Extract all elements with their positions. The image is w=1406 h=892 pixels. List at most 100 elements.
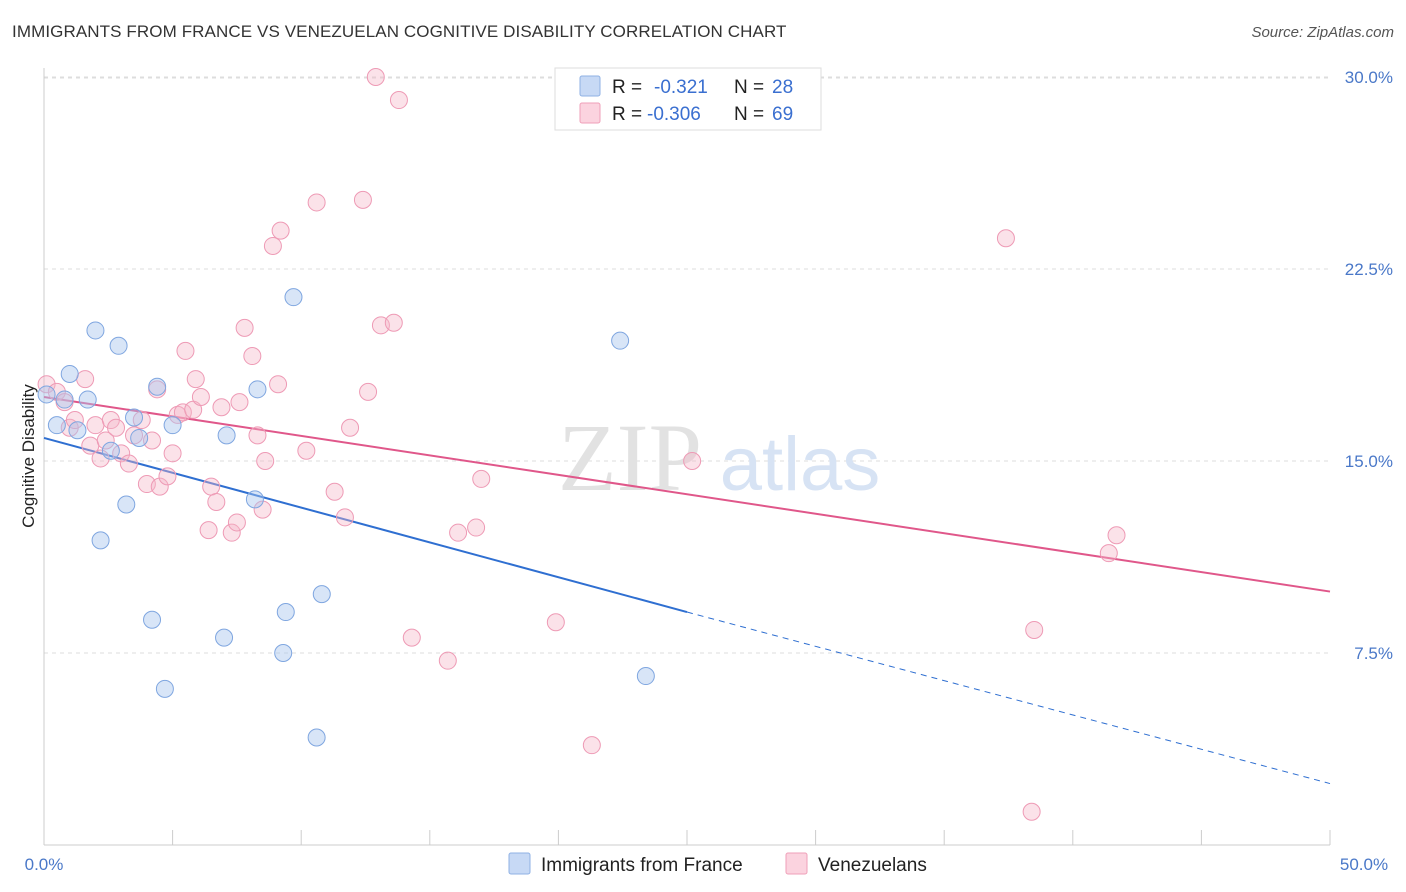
point-france-21 [274, 644, 293, 662]
point-venezuelans-64 [1025, 620, 1044, 639]
point-france-18 [217, 426, 236, 445]
x-tick-label-min: 0.0% [25, 855, 64, 874]
chart-title: IMMIGRANTS FROM FRANCE VS VENEZUELAN COG… [12, 22, 787, 41]
point-venezuelans-34 [230, 393, 249, 412]
point-venezuelans-19 [150, 477, 169, 496]
point-france-4 [68, 421, 87, 440]
point-france-25 [312, 585, 331, 604]
trend-line-france-extrapolated [686, 611, 1331, 785]
point-venezuelans-48 [353, 190, 372, 209]
point-venezuelans-66 [1107, 526, 1126, 545]
point-venezuelans-4 [65, 411, 84, 430]
point-venezuelans-45 [325, 482, 344, 501]
point-venezuelans-9 [96, 431, 115, 450]
point-venezuelans-58 [472, 469, 491, 488]
point-venezuelans-59 [546, 613, 565, 632]
gridlines [44, 76, 1330, 654]
point-venezuelans-24 [176, 341, 195, 360]
y-tick-labels: 7.5% 15.0% 22.5% 30.0% [1345, 68, 1393, 663]
legend-label-venezuelans: Venezuelans [818, 855, 927, 876]
point-venezuelans-43 [297, 441, 316, 460]
point-france-20 [248, 380, 267, 399]
point-france-14 [148, 377, 167, 396]
point-france-27 [636, 667, 655, 686]
point-venezuelans-1 [47, 382, 66, 401]
point-france-22 [276, 603, 295, 622]
y-tick-label-2: 22.5% [1345, 260, 1393, 279]
point-venezuelans-47 [341, 418, 360, 437]
stats-legend-r-value-venezuelans: -0.306 [647, 104, 701, 125]
point-france-0 [37, 385, 56, 404]
point-france-26 [611, 331, 630, 350]
point-venezuelans-50 [366, 68, 385, 86]
point-venezuelans-8 [91, 449, 110, 468]
point-france-13 [143, 610, 162, 629]
point-france-12 [130, 428, 149, 447]
point-venezuelans-0 [37, 375, 56, 394]
point-france-6 [86, 321, 105, 340]
y-tick-label-0: 7.5% [1354, 644, 1393, 663]
point-venezuelans-63 [1022, 802, 1041, 821]
stats-legend: R = -0.321 N = 28 R = -0.306 N = 69 [554, 67, 822, 131]
trend-line-france [43, 436, 688, 614]
point-venezuelans-57 [467, 518, 486, 537]
point-venezuelans-21 [163, 444, 182, 463]
point-france-7 [91, 531, 110, 550]
stats-legend-n-label-venezuelans: N = [734, 104, 764, 125]
trend-line-venezuelans [43, 396, 1331, 593]
point-venezuelans-29 [202, 477, 221, 496]
point-venezuelans-14 [125, 426, 144, 445]
source-attribution: Source: ZipAtlas.com [1251, 24, 1394, 41]
stats-legend-r-label-venezuelans: R = [612, 104, 642, 125]
point-france-2 [55, 390, 74, 409]
y-tick-label-1: 15.0% [1345, 452, 1393, 471]
point-venezuelans-28 [199, 521, 218, 540]
point-venezuelans-40 [263, 236, 282, 255]
point-venezuelans-35 [235, 318, 254, 337]
point-venezuelans-33 [227, 513, 246, 532]
point-venezuelans-56 [449, 523, 468, 542]
point-venezuelans-53 [389, 91, 408, 110]
point-france-24 [307, 728, 326, 747]
point-france-11 [125, 408, 144, 427]
x-tick-label-max: 50.0% [1340, 855, 1388, 874]
watermark-atlas: atlas [720, 422, 881, 507]
point-venezuelans-37 [248, 426, 267, 445]
point-venezuelans-38 [253, 500, 272, 519]
point-france-10 [117, 495, 136, 514]
point-venezuelans-36 [243, 347, 262, 366]
point-france-1 [47, 416, 66, 435]
point-venezuelans-7 [86, 416, 105, 435]
point-france-19 [245, 490, 264, 509]
trend-lines [43, 396, 1331, 785]
point-france-5 [78, 390, 97, 409]
point-venezuelans-27 [191, 388, 210, 406]
series-legend: Immigrants from France Venezuelans [508, 852, 927, 876]
stats-legend-n-label-france: N = [734, 77, 764, 98]
point-france-16 [163, 416, 182, 435]
point-france-8 [101, 441, 120, 460]
legend-swatch-venezuelans [785, 852, 808, 875]
legend-swatch-france [508, 852, 531, 875]
point-france-3 [60, 364, 79, 383]
point-venezuelans-30 [207, 492, 226, 511]
point-france-17 [215, 628, 234, 647]
point-venezuelans-26 [186, 370, 205, 389]
point-venezuelans-55 [438, 651, 457, 670]
point-venezuelans-42 [271, 221, 290, 240]
point-venezuelans-44 [307, 193, 326, 212]
point-venezuelans-60 [582, 736, 601, 755]
point-venezuelans-11 [107, 418, 126, 437]
point-venezuelans-32 [222, 523, 241, 542]
stats-legend-swatch-venezuelans [579, 102, 601, 124]
point-venezuelans-41 [269, 375, 288, 394]
point-venezuelans-65 [1099, 544, 1118, 563]
point-venezuelans-31 [212, 398, 231, 417]
watermark-zip: ZIP [558, 404, 702, 511]
point-venezuelans-39 [256, 452, 275, 470]
point-venezuelans-62 [996, 229, 1015, 248]
y-tick-label-3: 30.0% [1345, 68, 1393, 87]
point-france-9 [109, 336, 128, 355]
stats-legend-n-value-france: 28 [772, 77, 793, 98]
point-france-15 [155, 679, 174, 698]
